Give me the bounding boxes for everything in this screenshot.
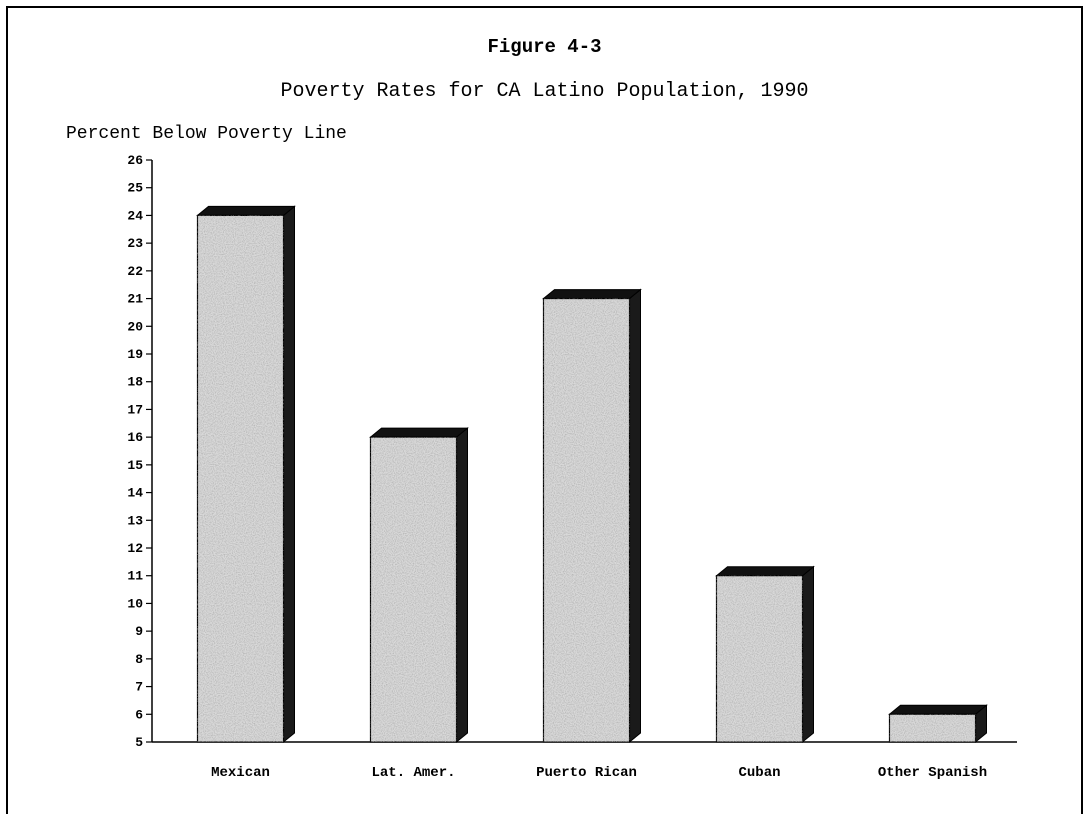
bar-top (369, 427, 469, 438)
bar-texture (716, 575, 803, 742)
category-labels: Mexican Lat. Amer. Puerto Rican Cuban Other … (211, 765, 987, 781)
y-tick-label: 23 (127, 236, 143, 251)
y-tick-label: 19 (127, 347, 143, 362)
bar (888, 704, 988, 744)
bar (369, 427, 469, 744)
axes: 5 6 7 8 9 10 11 12 13 14 15 16 17 18 19 20 21 22 23 24 25 26 (127, 153, 1017, 750)
y-tick-label: 25 (127, 181, 143, 196)
x-category-label: Puerto Rican (536, 765, 637, 781)
chart-title: Poverty Rates for CA Latino Population, … (280, 80, 809, 103)
y-tick-label: 9 (135, 624, 143, 639)
y-tick-label: 26 (127, 153, 143, 168)
bar-side (283, 205, 295, 744)
y-tick-label: 11 (127, 569, 143, 584)
x-category-label: Other Spanish (878, 765, 987, 781)
bar-texture (889, 714, 976, 742)
bar-top (715, 566, 815, 577)
x-category-label: Mexican (211, 765, 270, 781)
y-tick-label: 6 (135, 707, 143, 722)
bar-texture (543, 298, 630, 742)
bar-texture (197, 215, 284, 742)
y-tick-label: 13 (127, 513, 143, 528)
bar (196, 205, 296, 744)
y-tick-label: 21 (127, 292, 143, 307)
bar (715, 565, 815, 744)
figure-label: Figure 4-3 (487, 36, 602, 58)
y-tick-label: 12 (127, 541, 143, 556)
y-tick-label: 10 (127, 596, 143, 611)
bar-side (456, 427, 468, 744)
y-tick-label: 18 (127, 375, 143, 390)
bar-side (629, 288, 641, 744)
x-category-label: Cuban (738, 765, 780, 781)
bar (542, 288, 642, 744)
y-tick-label: 8 (135, 652, 143, 667)
y-tick-label: 14 (127, 486, 143, 501)
y-tick-label: 20 (127, 319, 143, 334)
y-tick-label: 24 (127, 208, 143, 223)
y-tick-label: 17 (127, 402, 143, 417)
bar-side (802, 565, 814, 744)
y-tick-label: 5 (135, 735, 143, 750)
bar-top (888, 704, 988, 715)
bars (196, 205, 988, 744)
bar-texture (370, 437, 457, 742)
y-tick-label: 15 (127, 458, 143, 473)
y-axis-label: Percent Below Poverty Line (66, 124, 347, 144)
y-tick-label: 22 (127, 264, 143, 279)
y-tick-label: 16 (127, 430, 143, 445)
x-category-label: Lat. Amer. (371, 765, 455, 781)
bar-top (542, 289, 642, 300)
y-tick-label: 7 (135, 680, 143, 695)
bar-top (196, 205, 296, 216)
